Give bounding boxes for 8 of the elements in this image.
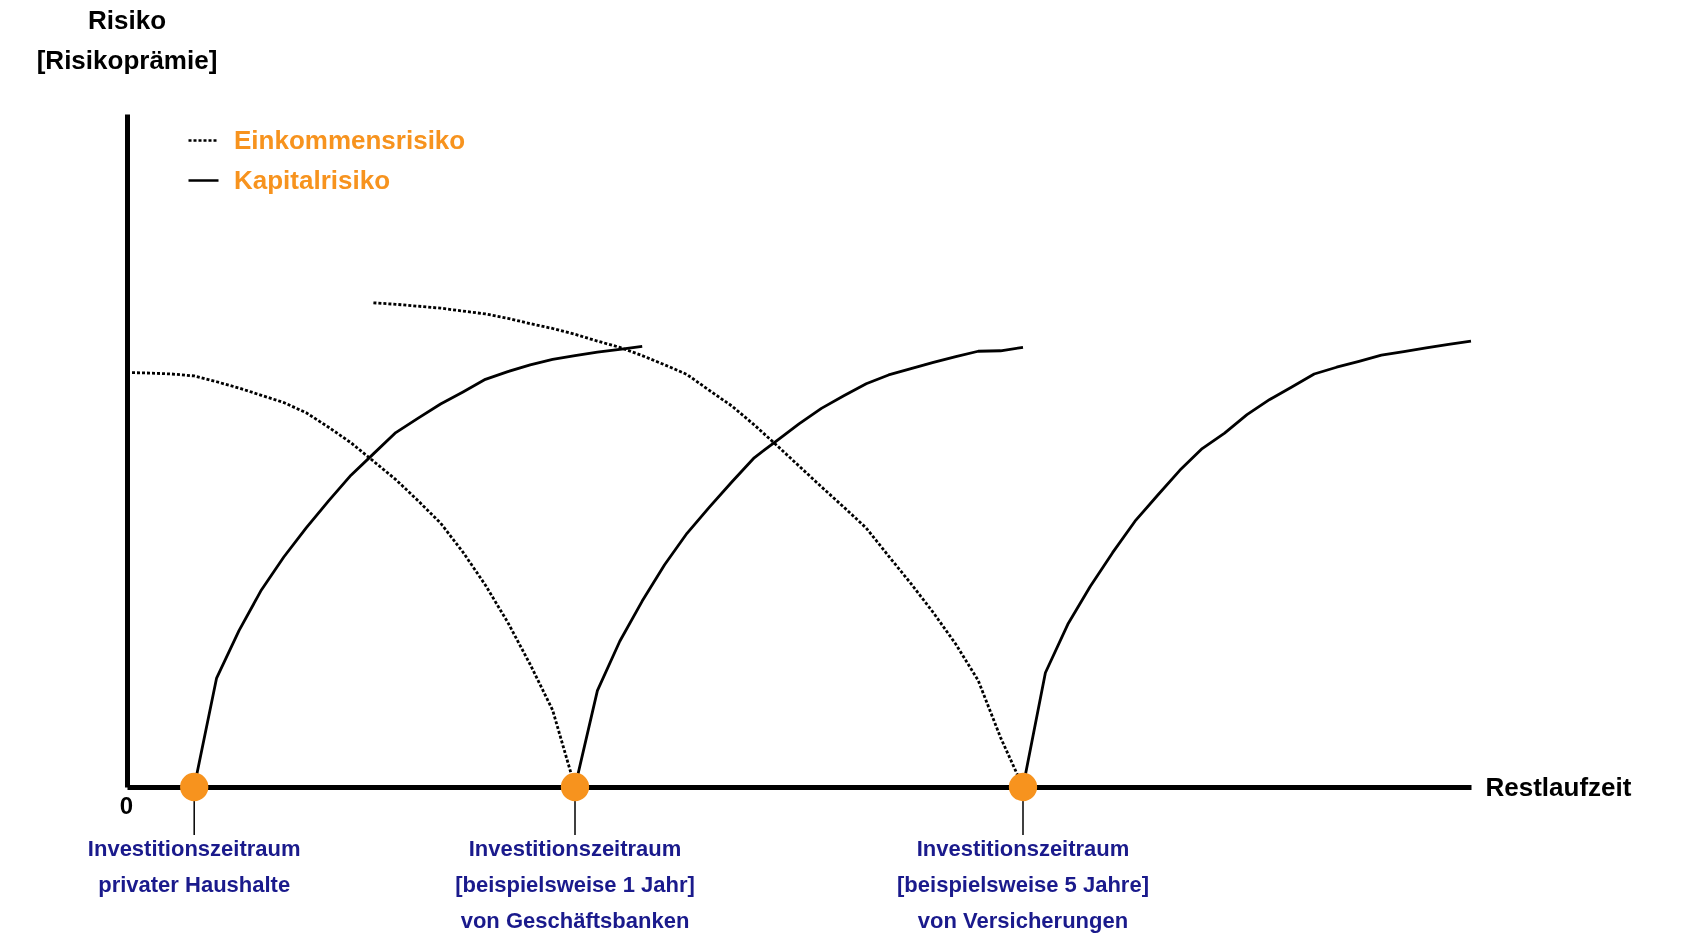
text: Risiko [Risikoprämie] xyxy=(36,5,218,75)
legend-label: Einkommensrisiko xyxy=(234,124,466,155)
x-axis-title: Restlaufzeit xyxy=(1485,771,1632,802)
legend-label: Kapitalrisiko xyxy=(234,164,391,195)
text: Investitionszeitraum [beispielsweise 5 Jahre] von Versicherungen xyxy=(897,836,1149,933)
text: 0 xyxy=(119,792,133,819)
text: Investitionszeitraum [beispielsweise 1 Jahr] von Geschäftsbanken xyxy=(455,836,695,933)
text: Investitionszeitraum privater Haushalte xyxy=(87,836,301,897)
